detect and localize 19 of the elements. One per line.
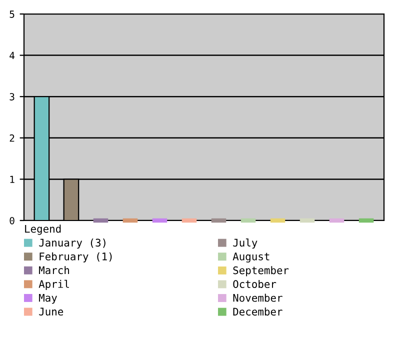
legend-label: November bbox=[233, 294, 282, 302]
legend-label: February (1) bbox=[40, 252, 112, 262]
legend-label: July bbox=[233, 238, 258, 249]
y-tick-label: 1 bbox=[10, 176, 14, 183]
legend-label: April bbox=[38, 280, 69, 290]
legend-label: January (3) bbox=[39, 238, 106, 249]
legend-label: October bbox=[233, 280, 276, 288]
y-tick-label: 0 bbox=[10, 217, 14, 224]
y-tick-label: 3 bbox=[10, 93, 14, 100]
legend-label: August bbox=[232, 252, 270, 262]
legend-title: Legend bbox=[25, 224, 61, 235]
legend-label: December bbox=[233, 308, 282, 316]
legend-label: September bbox=[233, 266, 289, 276]
legend-label: June bbox=[39, 308, 64, 316]
y-tick-label: 2 bbox=[10, 134, 14, 142]
y-tick-label: 5 bbox=[10, 10, 14, 18]
y-tick-label: 4 bbox=[10, 52, 15, 60]
legend-label: March bbox=[39, 266, 70, 274]
legend-label: May bbox=[39, 294, 57, 304]
